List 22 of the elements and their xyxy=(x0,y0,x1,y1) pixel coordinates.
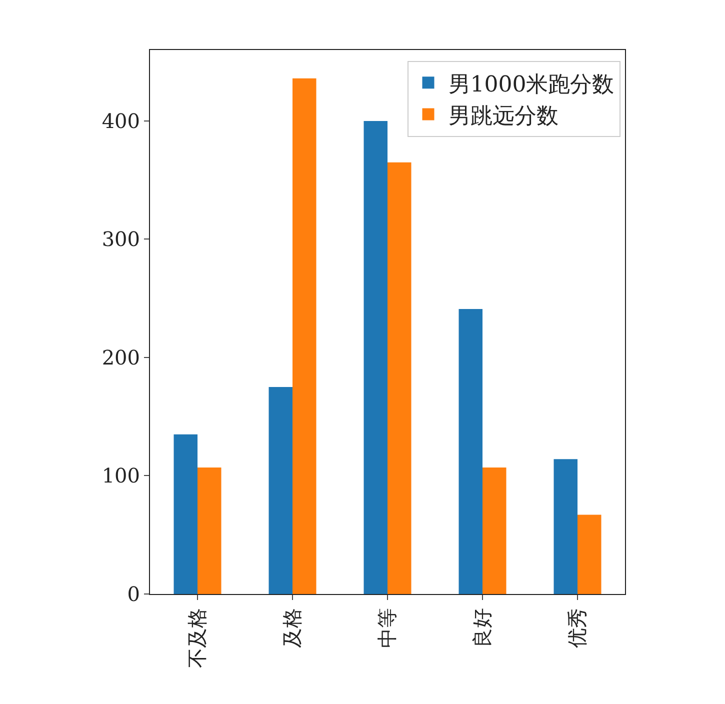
y-tick-label: 0 xyxy=(127,582,140,606)
y-tick-label: 100 xyxy=(102,464,140,488)
bar xyxy=(174,434,198,594)
bar xyxy=(198,467,222,594)
bar xyxy=(292,78,316,594)
x-tick-label: 优秀 xyxy=(565,608,589,648)
bar xyxy=(482,467,506,594)
bar xyxy=(388,162,412,594)
y-tick-label: 300 xyxy=(102,227,140,252)
bar xyxy=(364,120,388,594)
bar xyxy=(578,514,602,594)
legend-label: 男跳远分数 xyxy=(448,104,558,129)
x-tick-label: 不及格 xyxy=(185,608,209,668)
y-tick-label: 400 xyxy=(102,108,140,133)
x-tick-label: 中等 xyxy=(375,608,399,648)
bar xyxy=(268,387,292,594)
x-tick-label: 及格 xyxy=(280,608,304,648)
y-tick-label: 200 xyxy=(102,345,140,370)
bar xyxy=(458,308,482,594)
x-tick-label: 良好 xyxy=(470,608,494,648)
legend-label: 男1000米跑分数 xyxy=(448,72,614,98)
bar xyxy=(554,459,578,594)
